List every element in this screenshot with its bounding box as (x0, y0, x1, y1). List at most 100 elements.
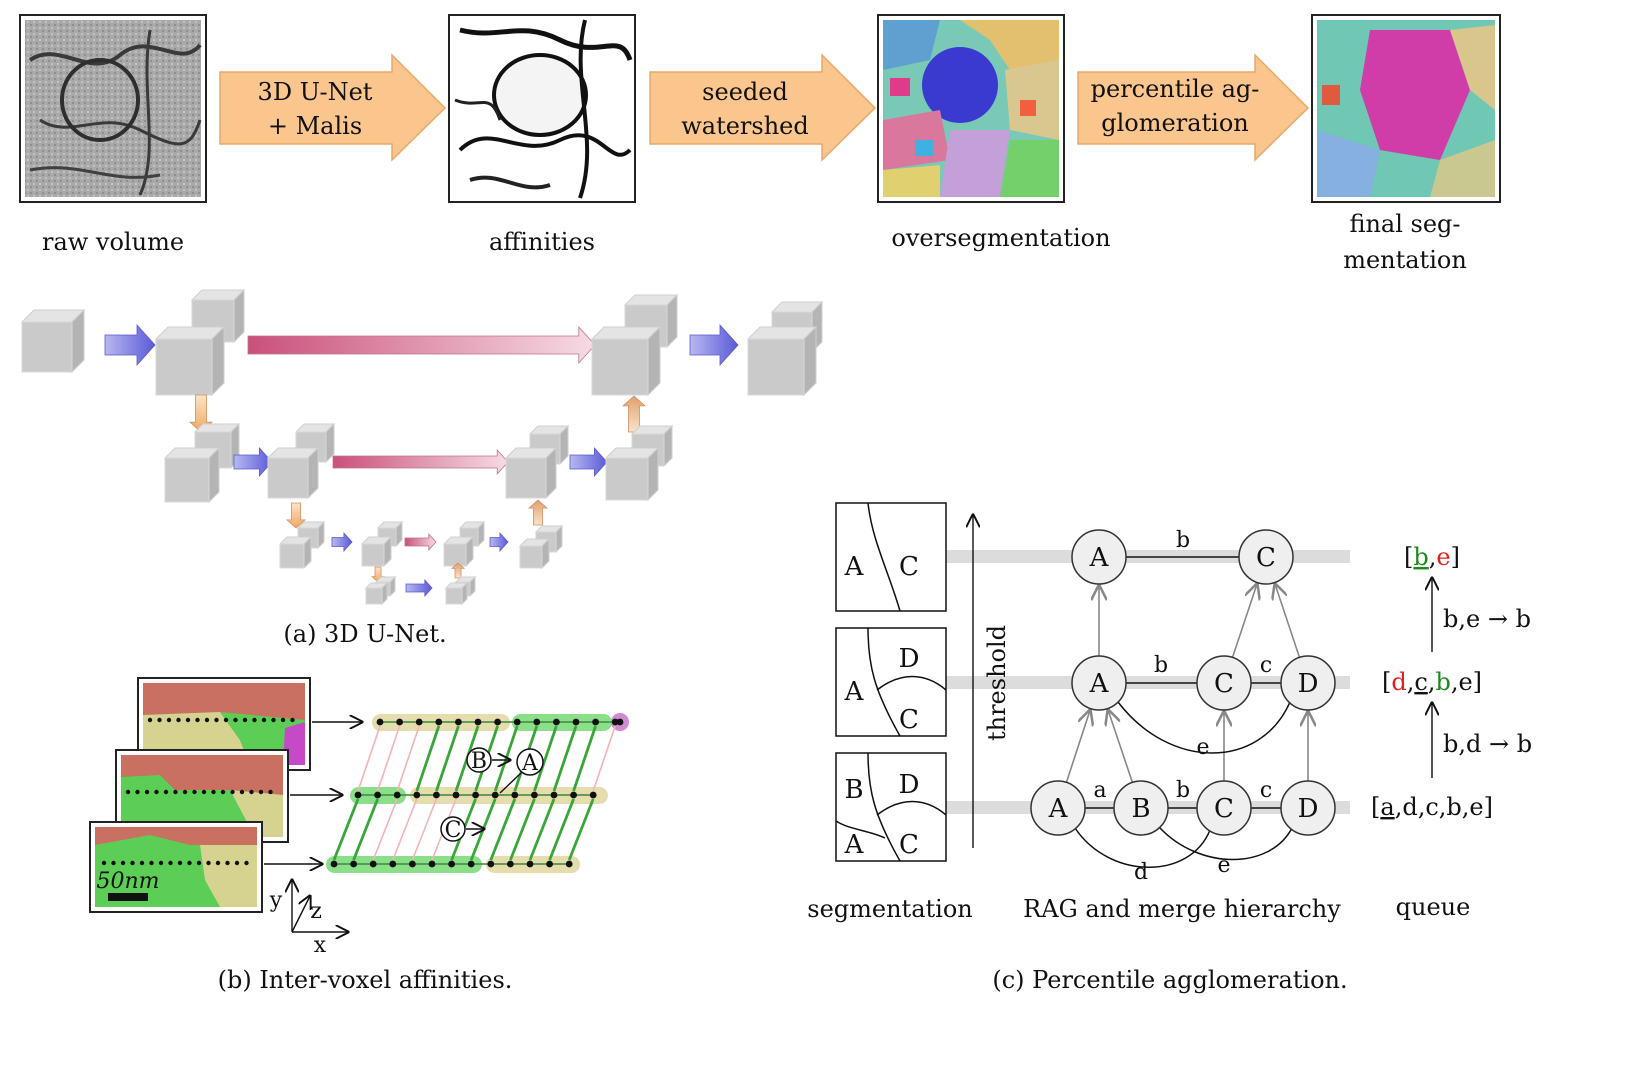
merge-label-top: b,e → b (1443, 605, 1531, 633)
seg-panel-mid: A D C (835, 627, 947, 737)
affinity-edge (411, 798, 438, 861)
rag-node: D (1280, 780, 1336, 836)
slice-dot (225, 860, 230, 866)
unet-cube (154, 325, 226, 397)
rag-edge-label: b (1176, 778, 1190, 803)
slice-dot (135, 789, 140, 795)
threshold-label: threshold (983, 625, 1011, 741)
arrow-2-line-1: seeded (702, 78, 788, 106)
affinity-node (428, 860, 436, 868)
rag-edge-label: b (1176, 528, 1190, 553)
unet-cube (746, 325, 818, 397)
slice-front: 50nm (89, 821, 263, 913)
affinity-node (413, 791, 421, 799)
affinity-node (570, 791, 577, 799)
slice-dot (154, 789, 159, 795)
affinity-node (389, 860, 397, 868)
svg-text:A: A (1089, 669, 1110, 699)
rag-edge-label: c (1260, 778, 1272, 803)
pool-arrow (285, 502, 307, 529)
arrow-3-line-1: percentile ag- (1091, 75, 1260, 103)
slice-dot (280, 717, 286, 723)
svg-text:A: A (844, 830, 865, 860)
unet-cube (518, 537, 551, 570)
slice-dot (187, 860, 192, 866)
slice-dot (166, 717, 172, 723)
affinity-node (616, 718, 624, 726)
conv-arrow (233, 446, 273, 478)
svg-text:A: A (1048, 794, 1069, 824)
unet-cube (163, 446, 221, 504)
slice-dot (185, 717, 191, 723)
arrow-2-line-2: watershed (681, 112, 809, 140)
marker-c: C (440, 816, 484, 843)
conv-arrow (104, 323, 156, 367)
affinity-node (487, 860, 495, 868)
rag-node: A (1071, 655, 1127, 711)
slice-dot (147, 717, 153, 723)
queue-column-label: queue (1396, 893, 1471, 921)
affinity-node (550, 791, 558, 799)
slice-dot (182, 789, 188, 795)
affinity-node (350, 860, 357, 868)
slice-dot (157, 717, 162, 723)
unet-caption: (a) 3D U-Net. (283, 620, 446, 648)
rag-node: A (1071, 529, 1127, 585)
rag-node: C (1196, 655, 1252, 711)
axis-z-label: z (310, 899, 322, 924)
pipeline-arrow-3: percentile ag- glomeration (1077, 53, 1310, 162)
queue-mid: [d,c,b,e] (1382, 668, 1482, 696)
conv-arrow (405, 578, 433, 598)
merge-arrow (1275, 585, 1301, 658)
affinity-node (565, 860, 573, 868)
affinities-caption: (b) Inter-voxel affinities. (218, 966, 513, 994)
conv-arrow (569, 446, 608, 478)
seg-panel-bottom: B D A C (835, 752, 947, 862)
merge-arrow (1108, 710, 1134, 783)
affinity-node (531, 791, 538, 799)
agglomeration-diagram: A C A D C B D A C threshold bb cea b cd eA CA… (807, 502, 1532, 923)
unet-cube (266, 446, 320, 500)
skip-arrow (247, 325, 596, 365)
slice-dot (173, 789, 178, 795)
slice-dot (220, 789, 226, 795)
slice-dot (204, 717, 210, 723)
affinity-edge (332, 798, 360, 861)
affinity-edge (548, 798, 575, 861)
affinity-edge (372, 798, 398, 861)
svg-text:D: D (899, 770, 920, 800)
slice-dot (239, 789, 245, 795)
svg-text:D: D (899, 644, 920, 674)
slice-dot (195, 717, 200, 723)
rag-node: A (1030, 780, 1086, 836)
svg-text:B: B (844, 775, 863, 805)
affinity-edge (567, 798, 595, 861)
queue-bottom: [a,d,c,b,e] (1371, 793, 1493, 821)
affinity-node (513, 718, 521, 726)
affinity-edge (357, 725, 381, 792)
affinity-node (491, 791, 499, 799)
rag-node: C (1196, 780, 1252, 836)
svg-text:D: D (1298, 794, 1319, 824)
slice-dot (168, 860, 173, 866)
slice-dot (252, 717, 257, 723)
svg-text:C: C (1256, 543, 1276, 573)
slice-dot (111, 860, 116, 866)
agglomeration-caption: (c) Percentile agglomeration. (992, 966, 1347, 994)
affinity-node (592, 718, 599, 726)
slice-dot (177, 860, 183, 866)
unet-cube (278, 535, 313, 570)
slice-dot (290, 717, 295, 723)
svg-text:B: B (1131, 794, 1150, 824)
slice-dot (120, 860, 126, 866)
slice-dot (196, 860, 202, 866)
pipeline-row: 3D U-Net + Malis seeded watershed (19, 14, 1501, 274)
svg-text:C: C (899, 830, 919, 860)
final-segmentation-label-2: mentation (1343, 246, 1467, 274)
affinity-node (374, 791, 381, 799)
svg-text:C: C (899, 552, 919, 582)
scale-label: 50nm (96, 869, 159, 894)
affinity-node (369, 860, 377, 868)
slice-dot (163, 789, 169, 795)
